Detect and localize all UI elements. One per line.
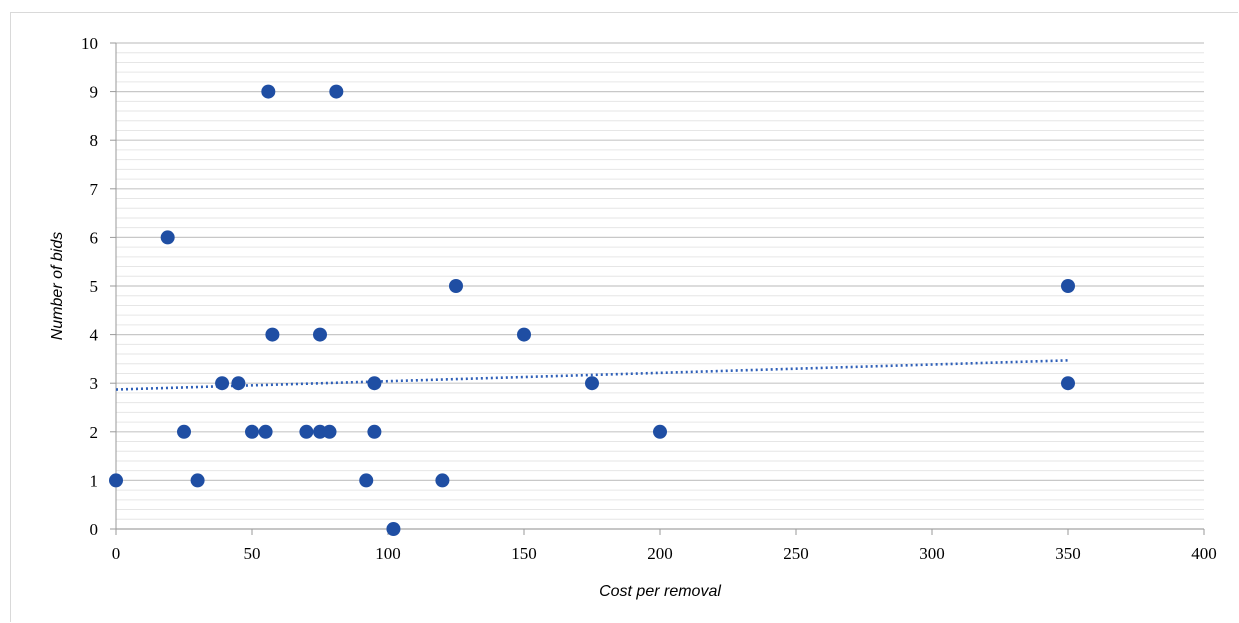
x-tick-label: 0 xyxy=(112,544,121,563)
data-point xyxy=(261,84,276,99)
data-point xyxy=(367,424,382,439)
data-point xyxy=(313,327,327,342)
data-point xyxy=(449,279,463,293)
y-tick-label: 1 xyxy=(90,471,99,490)
x-tick-label: 350 xyxy=(1055,544,1081,563)
x-tick-label: 50 xyxy=(244,544,261,563)
y-tick-label: 7 xyxy=(90,180,99,199)
x-tick-label: 100 xyxy=(375,544,401,563)
data-point xyxy=(160,230,175,245)
gridlines xyxy=(116,42,1204,530)
trendline xyxy=(115,359,1069,391)
y-tick-label: 4 xyxy=(90,326,99,345)
data-point xyxy=(215,376,230,391)
y-tick-label: 6 xyxy=(90,228,99,247)
x-tick-label: 250 xyxy=(783,544,809,563)
x-tick-label: 400 xyxy=(1191,544,1217,563)
trendline-group xyxy=(115,359,1069,391)
y-tick-label: 0 xyxy=(90,520,99,539)
data-point xyxy=(359,473,374,488)
y-axis-title: Number of bids xyxy=(49,232,66,341)
y-tick-label: 8 xyxy=(90,131,99,150)
data-point xyxy=(435,473,450,488)
data-points xyxy=(109,84,1075,536)
data-point xyxy=(231,376,246,391)
x-tick-label: 300 xyxy=(919,544,945,563)
data-point xyxy=(653,424,667,439)
x-tick-label: 200 xyxy=(647,544,673,563)
y-tick-label: 5 xyxy=(90,277,99,296)
data-point xyxy=(258,424,273,439)
x-axis-ticks: 0 50 100 150 200 250 300 350 400 xyxy=(112,529,1217,563)
data-point xyxy=(585,376,599,391)
data-point xyxy=(245,424,259,439)
chart-frame xyxy=(10,12,1238,622)
data-point xyxy=(177,424,191,439)
y-tick-label: 10 xyxy=(81,34,98,53)
y-tick-label: 2 xyxy=(90,423,99,442)
data-point xyxy=(517,327,531,342)
y-tick-label: 3 xyxy=(90,374,99,393)
data-point xyxy=(367,376,382,391)
data-point xyxy=(190,473,205,488)
data-point xyxy=(1061,279,1075,293)
data-point xyxy=(322,424,337,439)
data-point xyxy=(109,473,123,488)
data-point xyxy=(265,327,280,342)
y-axis-ticks: 0 1 2 3 4 5 6 7 8 9 10 xyxy=(81,34,116,539)
x-tick-label: 150 xyxy=(511,544,537,563)
data-point xyxy=(1061,376,1075,391)
data-point xyxy=(329,84,344,99)
y-tick-label: 9 xyxy=(90,83,99,102)
x-axis-title: Cost per removal xyxy=(599,583,721,600)
data-point xyxy=(299,424,314,439)
data-point xyxy=(386,522,401,536)
